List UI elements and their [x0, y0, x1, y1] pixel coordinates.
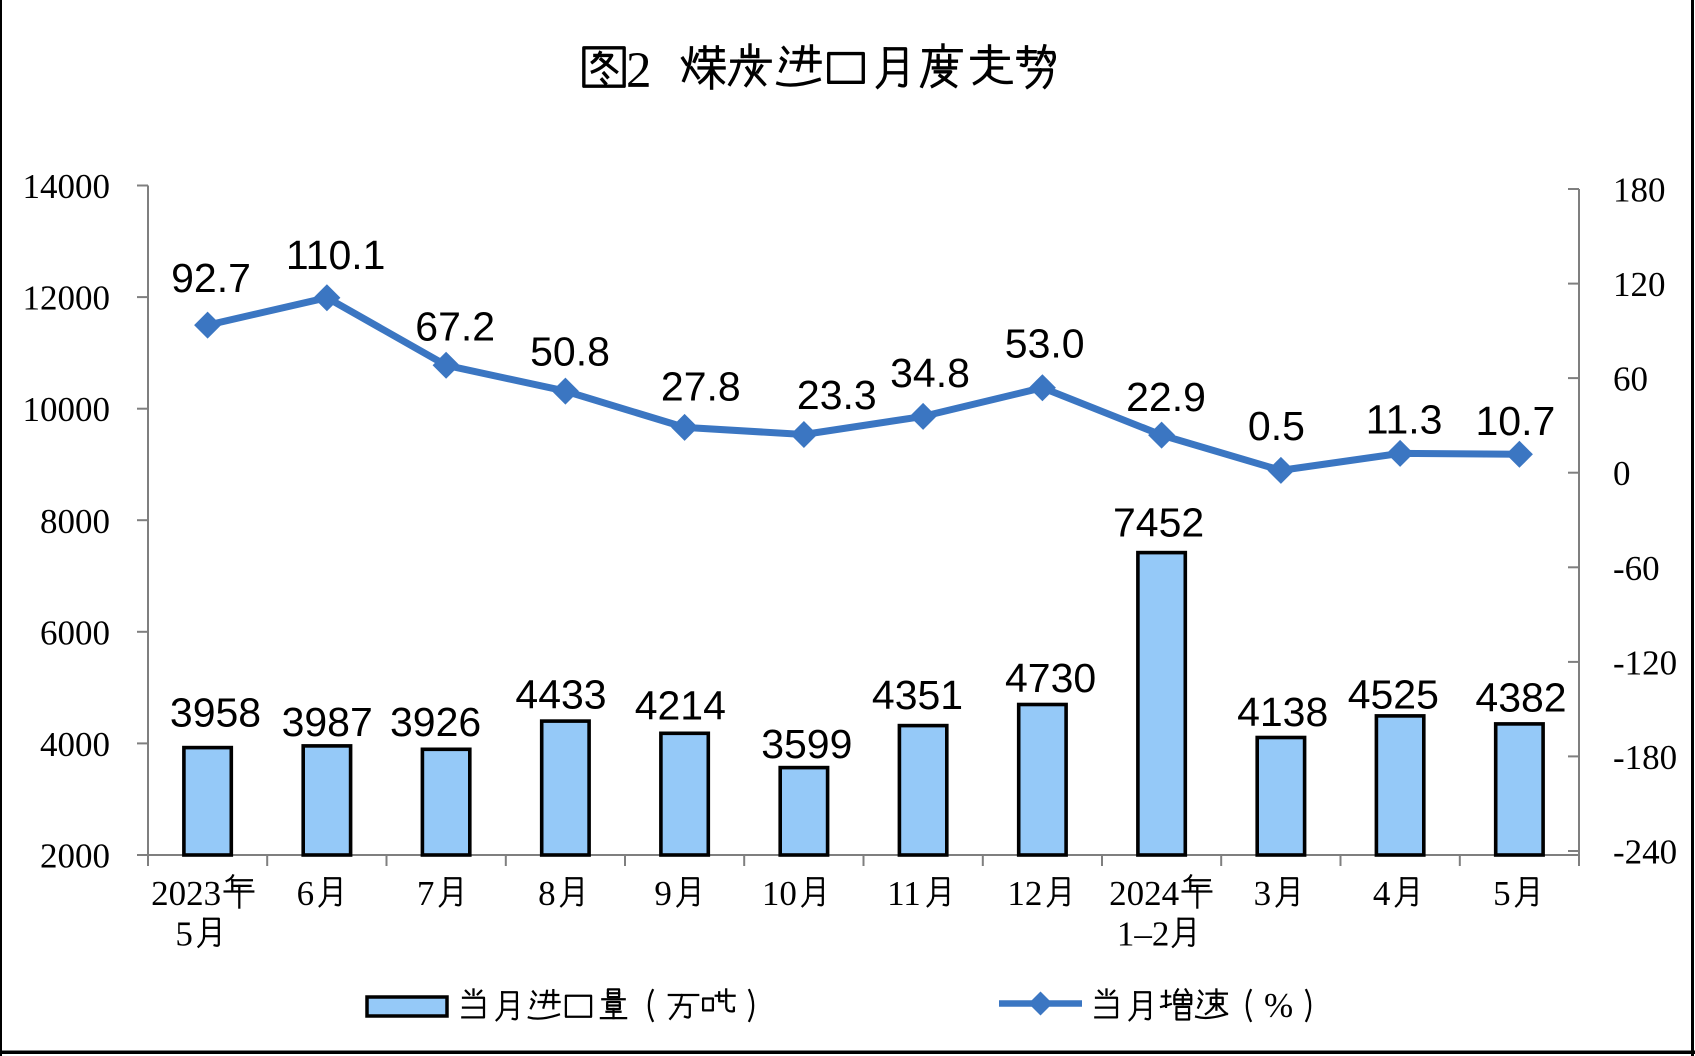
svg-text:4214: 4214	[635, 682, 726, 728]
svg-text:6000: 6000	[40, 613, 110, 652]
svg-text:3926: 3926	[390, 699, 481, 745]
svg-text:6: 6	[297, 874, 315, 913]
svg-text:-180: -180	[1613, 738, 1677, 777]
svg-text:%: %	[1264, 986, 1293, 1025]
svg-text:-120: -120	[1613, 643, 1677, 682]
svg-text:-60: -60	[1613, 549, 1660, 588]
svg-text:4730: 4730	[1005, 655, 1096, 701]
svg-text:12: 12	[1007, 874, 1042, 913]
svg-text:3987: 3987	[282, 699, 373, 745]
svg-text:4000: 4000	[40, 725, 110, 764]
svg-text:10.7: 10.7	[1475, 398, 1555, 444]
svg-text:10000: 10000	[23, 390, 111, 429]
svg-text:22.9: 22.9	[1126, 374, 1206, 420]
svg-text:4138: 4138	[1237, 689, 1328, 735]
svg-text:4: 4	[1373, 874, 1391, 913]
svg-text:11: 11	[887, 874, 921, 913]
svg-text:14000: 14000	[23, 167, 111, 206]
svg-text:2: 2	[626, 43, 652, 99]
svg-text:5: 5	[175, 915, 193, 954]
svg-text:11.3: 11.3	[1366, 397, 1443, 443]
svg-text:34.8: 34.8	[890, 350, 970, 396]
svg-text:4351: 4351	[872, 672, 963, 718]
svg-text:2000: 2000	[40, 837, 110, 876]
svg-text:4382: 4382	[1475, 675, 1566, 721]
svg-text:53.0: 53.0	[1005, 321, 1085, 367]
svg-text:180: 180	[1613, 171, 1666, 210]
svg-text:67.2: 67.2	[415, 304, 495, 350]
svg-text:3: 3	[1254, 874, 1272, 913]
svg-text:60: 60	[1613, 360, 1648, 399]
svg-text:3958: 3958	[170, 690, 261, 736]
svg-text:9: 9	[654, 874, 672, 913]
svg-text:4433: 4433	[515, 672, 606, 718]
svg-text:50.8: 50.8	[530, 328, 610, 374]
svg-text:92.7: 92.7	[171, 255, 251, 301]
svg-text:0: 0	[1613, 454, 1631, 493]
svg-text:2023: 2023	[151, 874, 221, 913]
svg-text:1–2: 1–2	[1117, 915, 1170, 954]
svg-text:5: 5	[1493, 874, 1511, 913]
svg-text:7452: 7452	[1113, 500, 1204, 546]
svg-text:8: 8	[538, 874, 556, 913]
svg-text:23.3: 23.3	[797, 372, 877, 418]
svg-text:10: 10	[762, 874, 797, 913]
svg-text:120: 120	[1613, 265, 1666, 304]
svg-text:4525: 4525	[1348, 672, 1439, 718]
svg-text:3599: 3599	[761, 721, 852, 767]
svg-text:7: 7	[417, 874, 435, 913]
svg-text:0.5: 0.5	[1248, 403, 1305, 449]
svg-text:12000: 12000	[23, 279, 111, 318]
svg-text:8000: 8000	[40, 502, 110, 541]
svg-text:-240: -240	[1613, 833, 1677, 872]
svg-text:2024: 2024	[1109, 874, 1179, 913]
svg-text:27.8: 27.8	[661, 364, 741, 410]
svg-text:110.1: 110.1	[286, 232, 386, 278]
